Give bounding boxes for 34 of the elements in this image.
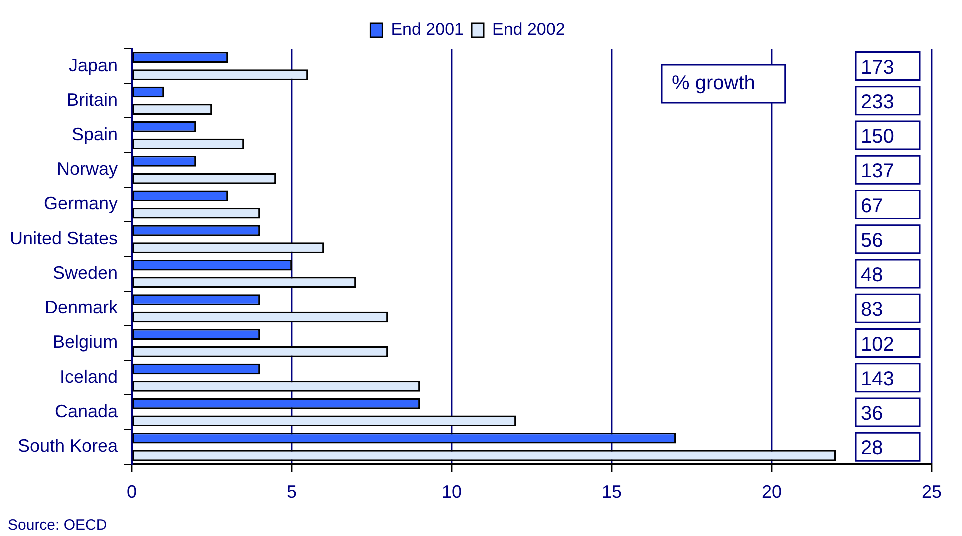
x-tick-label: 5 (287, 482, 298, 502)
annotation: 48 (861, 264, 884, 287)
annotation: 150 (861, 126, 894, 148)
source-note: Source: OECD (8, 517, 108, 534)
annotation: 173 (861, 56, 894, 79)
annotation: 56 (861, 230, 884, 252)
y-tick-label: Britain (67, 90, 118, 110)
annotation: 137 (861, 160, 894, 183)
annotation: 83 (861, 299, 884, 322)
y-tick-label: Germany (44, 194, 118, 214)
y-tick-label: Spain (72, 124, 118, 145)
legend-label: End 2001 (391, 20, 464, 40)
legend-label: End 2002 (492, 20, 566, 40)
y-tick-label: Belgium (53, 332, 118, 352)
x-tick-label: 25 (922, 482, 942, 502)
x-tick-label: 10 (442, 482, 462, 502)
y-tick-label: United States (10, 228, 118, 248)
annotation: 102 (861, 334, 894, 356)
y-tick-label: South Korea (18, 436, 120, 456)
y-tick-label: Denmark (45, 298, 120, 318)
x-tick-label: 20 (762, 482, 782, 502)
annotation: 67 (861, 195, 884, 218)
y-tick-label: Sweden (53, 262, 118, 283)
annotation: 28 (861, 438, 884, 460)
y-tick-label: Japan (69, 55, 118, 76)
annotation: 36 (861, 402, 884, 425)
annotation: 233 (861, 91, 894, 114)
annotation: % growth (672, 72, 756, 95)
x-tick-label: 0 (127, 482, 138, 502)
y-tick-label: Iceland (60, 366, 118, 387)
x-tick-label: 15 (602, 482, 622, 502)
y-tick-label: Canada (55, 401, 120, 422)
annotation: 143 (861, 368, 894, 390)
y-tick-label: Norway (57, 159, 118, 180)
